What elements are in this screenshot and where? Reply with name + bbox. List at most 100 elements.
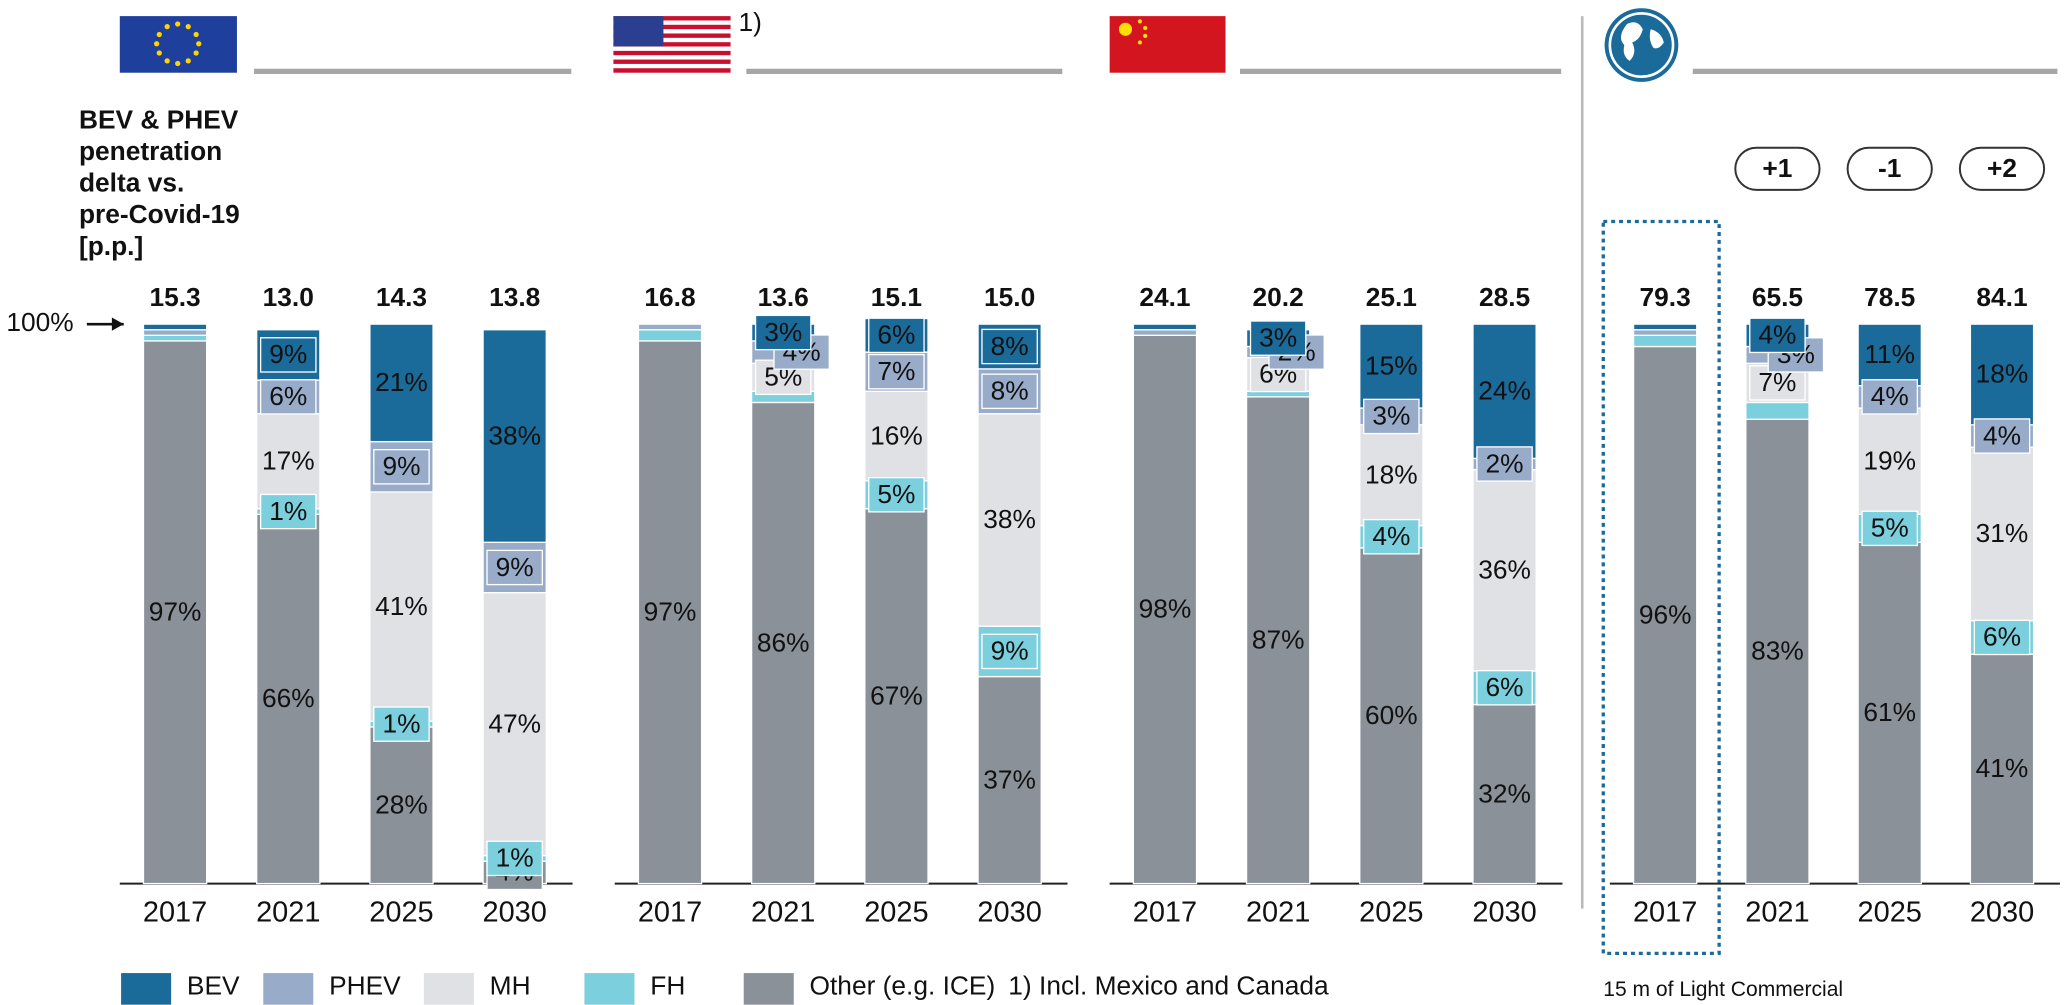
bar-segment: [1969, 446, 2035, 622]
bar-segment: [482, 592, 547, 857]
y-axis-label: BEV & PHEV penetration delta vs. pre-Covid-…: [79, 104, 240, 260]
x-tick-label: 2017: [1133, 896, 1197, 928]
y-tick-arrow: [111, 317, 124, 331]
value-label: 41%: [1976, 753, 2029, 783]
bar-segment: [1359, 424, 1424, 527]
y-axis-label-text: BEV & PHEV penetration delta vs. pre-Covid-…: [79, 104, 240, 260]
total-label: 14.3: [376, 282, 427, 312]
value-label: 47%: [488, 708, 541, 738]
value-label: 38%: [488, 420, 541, 450]
legend-label: BEV: [187, 971, 240, 1001]
value-label: 4%: [1372, 521, 1410, 551]
delta-label: +1: [1762, 153, 1792, 183]
bar-segment: [1245, 396, 1311, 885]
value-label: 3%: [1259, 322, 1297, 352]
value-label: 86%: [757, 627, 810, 657]
label-box: [1973, 418, 2031, 454]
bar-segment: [1857, 541, 1922, 885]
value-label: 5%: [1871, 513, 1909, 543]
value-label: 24%: [1478, 376, 1531, 406]
bar-segment: [1745, 418, 1810, 885]
bar-segment: [750, 401, 816, 885]
x-tick-label: 2025: [369, 896, 433, 928]
value-label: 37%: [983, 764, 1036, 794]
label-box: [754, 314, 812, 351]
value-label: 9%: [382, 451, 420, 481]
y-tick-label: 100%: [6, 307, 73, 337]
total-label: 15.0: [984, 282, 1035, 312]
bar-segment: [1132, 334, 1198, 885]
value-label: 1%: [382, 708, 420, 738]
label-box: [259, 493, 317, 530]
label-box: [1973, 619, 2031, 656]
delta-label: +2: [1987, 153, 2017, 183]
bar-segment: [256, 412, 321, 510]
legend-label: Other (e.g. ICE): [810, 971, 996, 1001]
value-label: 17%: [262, 445, 315, 475]
value-label: 11%: [1864, 339, 1915, 369]
value-label: 83%: [1751, 636, 1804, 666]
value-label: 18%: [1976, 359, 2029, 389]
total-label: 20.2: [1253, 282, 1304, 312]
label-box: [981, 373, 1038, 410]
label-box: [1476, 446, 1533, 482]
value-label: 4%: [1983, 420, 2021, 450]
bar-segment: [864, 508, 929, 885]
value-label: 28%: [375, 790, 428, 820]
bar-segment: [369, 491, 434, 722]
value-label: 21%: [375, 367, 428, 397]
total-label: 25.1: [1366, 282, 1417, 312]
label-box: [1476, 670, 1533, 706]
highlight-box: [1601, 219, 1721, 955]
label-box: [1363, 518, 1420, 555]
delta-label: -1: [1878, 153, 1901, 183]
label-box: [486, 840, 543, 877]
china-flag: [1109, 16, 1226, 73]
value-label: 97%: [644, 597, 697, 627]
label-box: [868, 476, 925, 513]
bar-segment: [637, 323, 703, 331]
label-box: [981, 328, 1038, 365]
value-label: 96%: [1639, 599, 1692, 629]
x-tick-label: 2025: [1359, 896, 1423, 928]
bar-segment: [977, 675, 1042, 885]
value-label: 1%: [269, 496, 307, 526]
x-tick-label: 2017: [638, 896, 702, 928]
x-tick-label: 2021: [1745, 896, 1809, 928]
value-label: 98%: [1139, 594, 1192, 624]
label-box: [868, 317, 925, 354]
value-label: 6%: [1486, 672, 1524, 702]
value-label: 7%: [877, 356, 915, 386]
delta-pill: [1846, 146, 1933, 191]
legend-swatch: [263, 973, 314, 1005]
label-box: [1861, 379, 1919, 415]
bar-segment: [1745, 401, 1810, 420]
bar-segment: [1472, 703, 1537, 885]
total-label: 13.0: [263, 282, 314, 312]
bar-segment: [637, 340, 703, 885]
total-label: 84.1: [1976, 282, 2027, 312]
total-label: 15.3: [149, 282, 200, 312]
x-tick-label: 2030: [482, 896, 546, 928]
value-label: 1%: [496, 843, 534, 873]
value-label: 87%: [1252, 624, 1305, 654]
value-label: 32%: [1478, 778, 1531, 808]
bar-segment: [256, 513, 321, 885]
footnote: 1) Incl. Mexico and Canada: [1008, 971, 1329, 1001]
label-box: [259, 337, 317, 373]
label-box: [981, 633, 1038, 670]
total-label: 78.5: [1864, 282, 1915, 312]
legend-swatch: [584, 973, 635, 1005]
value-label: 36%: [1478, 555, 1531, 585]
value-label: 15%: [1365, 350, 1418, 380]
value-label: 3%: [764, 317, 802, 347]
bar-segment: [142, 329, 208, 336]
bar-segment: [637, 329, 703, 342]
bar-segment: [1632, 323, 1698, 331]
total-label: 79.3: [1640, 282, 1691, 312]
value-label: 97%: [149, 597, 202, 627]
note: 15 m of Light Commercial: [1603, 978, 1843, 1001]
value-label: 4%: [1758, 320, 1796, 350]
value-label: 6%: [877, 320, 915, 350]
label-box: [373, 449, 430, 485]
